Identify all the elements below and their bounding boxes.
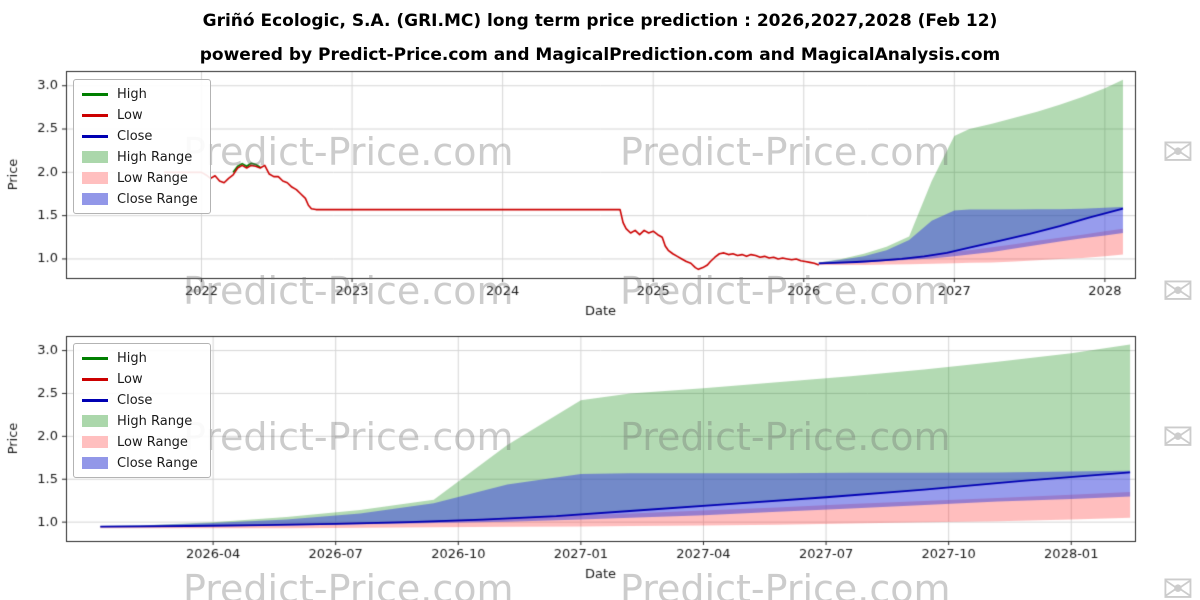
legend-item-high-range: High Range — [82, 412, 198, 430]
legend-item-high-range: High Range — [82, 148, 198, 166]
legend-label: High — [117, 350, 147, 366]
legend-patch-swatch — [82, 172, 108, 184]
legend-item-close: Close — [82, 127, 198, 145]
legend-line-swatch — [82, 92, 108, 96]
legend-item-close: Close — [82, 391, 198, 409]
legend-label: Close Range — [117, 191, 198, 207]
legend-label: Close Range — [117, 455, 198, 471]
legend-line-swatch — [82, 398, 108, 402]
legend-line-swatch — [82, 134, 108, 138]
legend-patch-swatch — [82, 193, 108, 205]
legend-line-swatch — [82, 356, 108, 360]
legend-top-chart: High Low Close High Range Low Range Close Ran… — [73, 79, 211, 214]
legend-line-swatch — [82, 377, 108, 381]
legend-patch-swatch — [82, 436, 108, 448]
legend-item-low-range: Low Range — [82, 433, 198, 451]
legend-item-low-range: Low Range — [82, 169, 198, 187]
legend-label: Low Range — [117, 434, 188, 450]
legend-patch-swatch — [82, 415, 108, 427]
legend-patch-swatch — [82, 151, 108, 163]
legend-label: High Range — [117, 149, 193, 165]
legend-line-swatch — [82, 113, 108, 117]
legend-item-high: High — [82, 349, 198, 367]
legend-item-high: High — [82, 85, 198, 103]
legend-label: Low Range — [117, 170, 188, 186]
legend-label: High Range — [117, 413, 193, 429]
legend-label: Close — [117, 392, 153, 408]
legend-item-low: Low — [82, 370, 198, 388]
legend-bottom-chart: High Low Close High Range Low Range Close Ran… — [73, 343, 211, 478]
legend-item-low: Low — [82, 106, 198, 124]
legend-label: High — [117, 86, 147, 102]
legend-patch-swatch — [82, 457, 108, 469]
legend-label: Close — [117, 128, 153, 144]
legend-item-close-range: Close Range — [82, 454, 198, 472]
legend-item-close-range: Close Range — [82, 190, 198, 208]
legend-label: Low — [117, 371, 143, 387]
legend-label: Low — [117, 107, 143, 123]
